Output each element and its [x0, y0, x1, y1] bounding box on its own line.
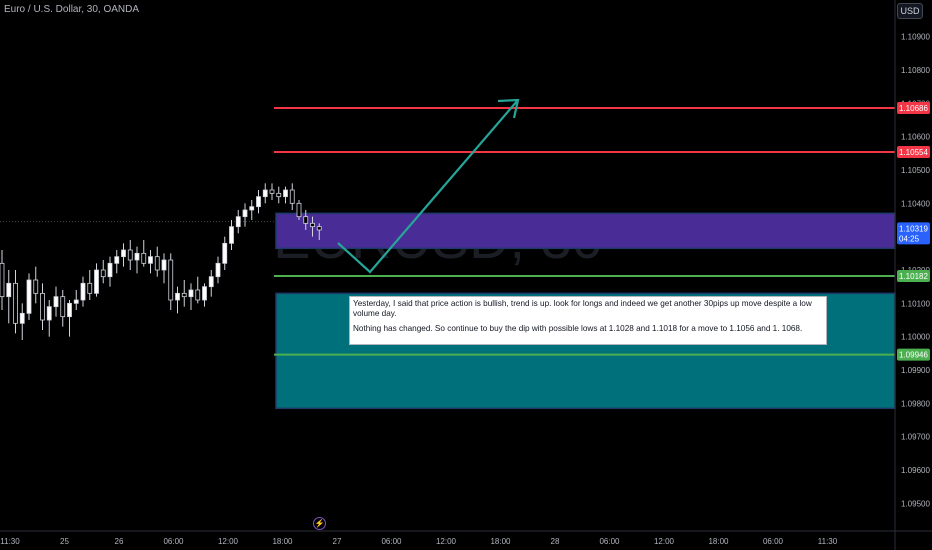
arrow-head: [497, 98, 520, 119]
candle-body: [256, 196, 261, 208]
candle-body: [6, 282, 12, 298]
candle-body: [208, 276, 214, 288]
candle-body: [53, 296, 59, 308]
candle-body: [100, 269, 106, 278]
time-tick-label: 06:00: [599, 537, 620, 546]
projection-arrow[interactable]: [337, 98, 520, 274]
price-tick-label: 1.10900: [901, 33, 930, 42]
price-tick-label: 1.10600: [901, 133, 930, 142]
candle-body: [283, 189, 288, 198]
candle-body: [134, 252, 140, 261]
current-price-badge: [897, 222, 930, 245]
candle-body: [249, 206, 255, 211]
candle-body: [229, 226, 234, 244]
candle-body: [303, 216, 309, 224]
time-tick-label: 11:30: [818, 537, 838, 546]
time-tick-label: 12:00: [218, 537, 239, 546]
price-tick-label: 1.10800: [901, 66, 930, 75]
time-tick-label: 12:00: [436, 537, 457, 546]
candle-body: [141, 252, 147, 264]
candle-body: [202, 286, 207, 301]
level-price-badge: [897, 270, 930, 282]
price-tick-label: 1.10100: [901, 299, 930, 308]
level-price-badge: [897, 348, 930, 361]
candle-body: [175, 292, 180, 301]
candle-body: [114, 256, 120, 264]
candle-body: [276, 192, 282, 198]
candle-body: [13, 282, 18, 324]
candle-body: [87, 282, 93, 294]
candle-body: [0, 262, 5, 298]
note-paragraph-1: Yesterday, I said that price action is b…: [353, 299, 812, 318]
candle-body: [316, 226, 322, 231]
time-tick-label: 28: [551, 537, 560, 546]
price-tick-label: 1.09900: [901, 366, 930, 375]
candle-body: [235, 216, 241, 228]
time-tick-label: 27: [333, 537, 342, 546]
candle-body: [168, 259, 174, 301]
candle-body: [46, 306, 52, 321]
arrow-path: [337, 99, 519, 274]
candle-body: [296, 202, 302, 218]
candle-body: [188, 289, 194, 298]
symbol-title[interactable]: Euro / U.S. Dollar, 30, OANDA: [4, 4, 140, 15]
candle-body: [26, 279, 32, 314]
candle-body: [242, 209, 248, 218]
text-note[interactable]: Yesterday, I said that price action is b…: [349, 296, 827, 345]
candle-body: [73, 299, 79, 304]
current-price-label: 1.10319: [899, 224, 928, 233]
note-paragraph-2: Nothing has changed. So continue to buy …: [353, 324, 803, 334]
candle-body: [148, 256, 153, 264]
level-price-label: 1.10554: [899, 148, 928, 157]
candle-body: [94, 269, 99, 294]
candle-body: [310, 222, 315, 228]
candle-body: [127, 249, 133, 261]
time-tick-label: 11:30: [0, 537, 20, 546]
zone-rectangle-1[interactable]: [275, 212, 896, 250]
time-tick-label: 06:00: [763, 537, 784, 546]
candle-body: [215, 262, 221, 278]
candle-body: [67, 302, 72, 318]
candle-body: [33, 279, 39, 294]
candle-body: [289, 189, 295, 204]
level-price-label: 1.10686: [899, 104, 928, 113]
time-tick-label: 18:00: [272, 537, 293, 546]
time-tick-label: 18:00: [490, 537, 511, 546]
candle-body: [80, 282, 86, 301]
level-price-badge: [897, 146, 930, 158]
time-tick-label: 26: [115, 537, 124, 546]
time-tick-label: 18:00: [708, 537, 729, 546]
candle-body: [262, 189, 268, 198]
price-tick-label: 1.09500: [901, 499, 930, 508]
time-tick-label: 06:00: [381, 537, 402, 546]
candle-body: [161, 259, 167, 271]
candle-body: [269, 189, 275, 194]
level-price-label: 1.09946: [899, 351, 928, 360]
bar-countdown-label: 04:25: [899, 234, 920, 243]
candle-body: [19, 312, 25, 324]
candle-body: [121, 249, 126, 258]
currency-button[interactable]: USD: [897, 3, 923, 19]
time-tick-label: 06:00: [163, 537, 184, 546]
price-tick-label: 1.10000: [901, 333, 930, 342]
price-tick-label: 1.10500: [901, 166, 930, 175]
price-tick-label: 1.09600: [901, 466, 930, 475]
candle-body: [222, 242, 228, 264]
price-tick-label: 1.10400: [901, 199, 930, 208]
time-tick-label: 12:00: [654, 537, 675, 546]
candle-body: [107, 262, 113, 278]
candle-body: [60, 296, 66, 318]
lightning-icon[interactable]: ⚡: [313, 517, 326, 530]
price-tick-label: 1.09700: [901, 433, 930, 442]
candle-body: [154, 256, 160, 271]
level-price-label: 1.10182: [899, 272, 928, 281]
candle-body: [181, 292, 187, 298]
level-price-badge: [897, 102, 930, 114]
price-tick-label: 1.09800: [901, 399, 930, 408]
candle-body: [40, 292, 45, 321]
candle-body: [195, 289, 201, 301]
time-tick-label: 25: [60, 537, 69, 546]
